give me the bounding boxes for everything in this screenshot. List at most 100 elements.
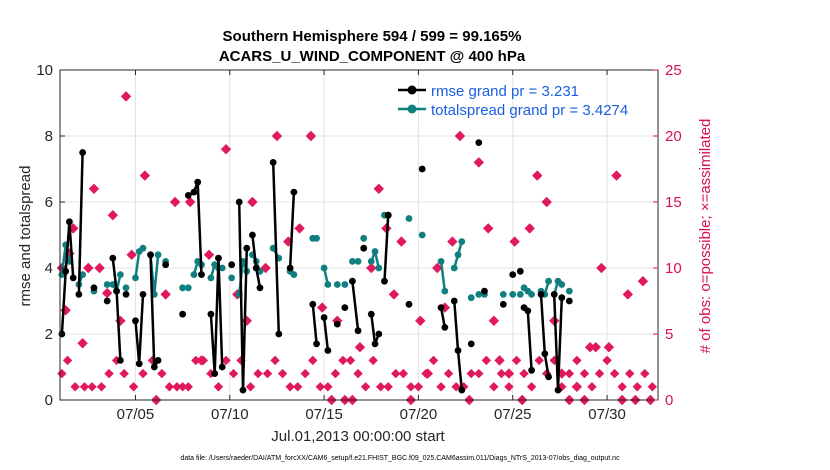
rmse-point <box>450 297 458 305</box>
chart-subtitle: ACARS_U_WIND_COMPONENT @ 400 hPa <box>219 48 526 65</box>
obs-possible-marker <box>509 236 520 247</box>
x-tick-label: 07/30 <box>588 406 626 423</box>
obs-possible-marker <box>305 130 317 142</box>
obs-possible-marker <box>203 249 215 261</box>
rmse-point <box>252 264 260 272</box>
plot-frame <box>59 69 659 401</box>
rmse-point <box>341 304 349 311</box>
rmse-line-segment-19 <box>322 316 330 352</box>
obs-possible-marker <box>354 341 366 353</box>
rmse-point <box>509 271 517 278</box>
rmse-point <box>354 327 362 335</box>
rmse-point <box>190 188 198 196</box>
rmse-point <box>528 366 536 374</box>
rmse-point <box>103 297 111 305</box>
obs-assimilated-marker <box>428 355 439 366</box>
rmse-point <box>198 271 205 278</box>
obs-assimilated-marker <box>245 382 256 392</box>
obs-assimilated-marker <box>647 382 658 392</box>
rmse-line-segment-29 <box>453 299 464 392</box>
obs-possible-marker <box>494 355 505 366</box>
obs-possible-marker <box>373 183 385 195</box>
obs-assimilated-marker <box>253 368 263 379</box>
totalspread-point <box>190 271 198 278</box>
obs-markers <box>56 91 658 406</box>
obs-possible-marker <box>220 143 232 155</box>
rmse-point <box>275 330 283 338</box>
obs-assimilated-marker <box>191 355 201 366</box>
totalspread-line-segment-28 <box>439 260 447 293</box>
rmse-point <box>516 267 524 275</box>
obs-assimilated-marker <box>406 382 416 392</box>
obs-possible-marker <box>415 315 426 327</box>
x-tick-label: 07/10 <box>211 406 249 423</box>
obs-assimilated-marker <box>587 382 597 392</box>
obs-assimilated-marker <box>632 382 642 392</box>
rmse-point <box>367 310 375 318</box>
obs-assimilated-marker <box>511 355 522 366</box>
rmse-point <box>437 304 445 311</box>
legend-totalspread-label: totalspread grand pr = 3.4274 <box>431 102 628 119</box>
obs-assimilated-marker <box>183 382 193 392</box>
obs-assimilated-marker <box>138 368 148 379</box>
totalspread-point <box>320 264 328 272</box>
obs-assimilated-marker <box>228 368 239 379</box>
obs-assimilated-marker <box>157 368 167 379</box>
obs-assimilated-marker <box>79 382 90 392</box>
obs-possible-marker <box>271 130 283 142</box>
obs-possible-marker <box>169 196 181 208</box>
rmse-point <box>481 287 488 295</box>
totalspread-point <box>458 238 466 246</box>
obs-possible-marker <box>603 341 615 353</box>
rmse-point <box>184 192 192 199</box>
rmse-point <box>360 244 368 252</box>
totalspread-point <box>441 287 449 295</box>
obs-assimilated-marker <box>534 355 544 366</box>
rmse-point <box>218 363 226 371</box>
rmse-point <box>249 231 256 239</box>
obs-possible-marker <box>294 223 305 234</box>
rmse-point <box>150 363 158 371</box>
rmse-point <box>405 300 413 308</box>
obs-possible-marker <box>622 289 634 300</box>
obs-possible-marker <box>488 315 500 327</box>
chart-title: Southern Hemisphere 594 / 599 = 99.165% <box>223 28 522 45</box>
rmse-point <box>467 340 475 348</box>
obs-assimilated-marker <box>70 382 80 392</box>
x-tick-label: 07/20 <box>400 406 438 423</box>
rmse-point <box>475 139 483 147</box>
rmse-point <box>286 264 294 272</box>
totalspread-point <box>545 277 552 285</box>
rmse-line-segment-22 <box>351 279 360 332</box>
obs-assimilated-marker <box>57 368 67 379</box>
obs-assimilated-marker <box>221 355 231 366</box>
rmse-point <box>162 261 170 269</box>
obs-assimilated-marker <box>451 382 461 392</box>
rmse-point <box>109 254 117 262</box>
obs-assimilated-marker <box>413 382 424 392</box>
obs-possible-marker <box>139 170 151 181</box>
legend-rmse-label: rmse grand pr = 3.231 <box>431 83 579 100</box>
obs-assimilated-marker <box>564 368 575 379</box>
obs-possible-marker <box>447 236 458 247</box>
totalspread-point <box>367 258 375 265</box>
totalspread-point <box>218 264 226 272</box>
obs-assimilated-marker <box>489 382 499 392</box>
totalspread-point <box>122 284 130 292</box>
obs-possible-marker <box>247 196 258 208</box>
rmse-point <box>371 340 379 348</box>
rmse-point <box>235 198 243 206</box>
rmse-point <box>348 277 356 285</box>
rmse-point <box>90 284 98 292</box>
obs-assimilated-marker <box>594 368 605 379</box>
totalspread-point <box>116 271 124 278</box>
rmse-point <box>550 291 558 298</box>
obs-assimilated-marker <box>443 368 454 379</box>
rmse-point <box>211 370 219 377</box>
rmse-point <box>458 386 466 394</box>
y-right-tick-label: 0 <box>665 392 673 409</box>
obs-possible-marker <box>126 249 137 261</box>
obs-assimilated-marker <box>330 368 341 379</box>
obs-assimilated-marker <box>609 368 620 379</box>
legend-rmse-marker <box>407 85 417 95</box>
